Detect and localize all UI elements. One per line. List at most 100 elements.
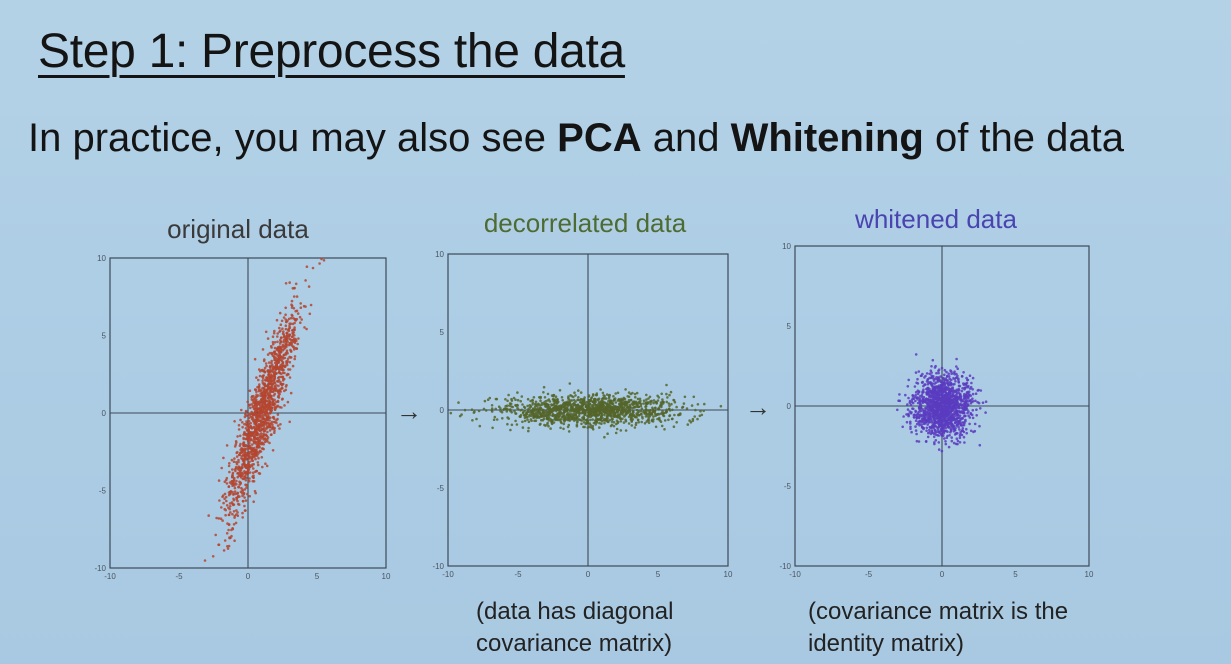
data-point	[931, 407, 934, 410]
data-point	[255, 390, 258, 393]
data-point	[219, 517, 223, 520]
data-point	[620, 405, 624, 409]
data-point	[228, 481, 232, 484]
data-point	[284, 318, 287, 321]
data-point	[937, 441, 941, 444]
data-point	[945, 379, 949, 382]
data-point	[270, 422, 273, 425]
data-point	[252, 413, 256, 417]
data-point	[244, 427, 248, 430]
data-point	[279, 387, 282, 391]
data-point	[612, 404, 616, 408]
data-point	[273, 408, 277, 411]
data-point	[938, 414, 942, 418]
data-point	[263, 384, 267, 387]
data-point	[293, 326, 296, 329]
data-point	[540, 418, 543, 422]
data-point	[262, 400, 265, 403]
data-point	[574, 418, 578, 421]
data-point	[955, 414, 959, 417]
data-point	[230, 458, 234, 462]
data-point	[540, 415, 544, 418]
data-point	[908, 399, 912, 403]
data-point	[549, 427, 552, 430]
data-point	[933, 382, 936, 385]
data-point	[266, 440, 269, 443]
data-point	[492, 418, 496, 422]
data-point	[938, 417, 942, 420]
data-point	[286, 359, 289, 363]
data-point	[665, 383, 668, 387]
data-point	[252, 474, 255, 477]
data-point	[253, 451, 257, 454]
data-point	[626, 406, 630, 410]
data-point	[915, 381, 918, 385]
data-point	[665, 410, 668, 413]
data-point	[622, 396, 626, 400]
data-point	[291, 364, 295, 368]
data-point	[921, 380, 924, 384]
data-point	[254, 422, 257, 425]
data-point	[623, 408, 626, 412]
data-point	[575, 423, 579, 427]
data-point	[286, 400, 290, 404]
data-point	[248, 389, 252, 392]
data-point	[543, 423, 546, 427]
data-point	[583, 396, 586, 399]
data-point	[276, 379, 279, 383]
data-point	[946, 421, 949, 424]
data-point	[539, 396, 542, 400]
data-point	[532, 396, 536, 399]
data-point	[228, 536, 231, 540]
data-point	[217, 479, 221, 482]
data-point	[567, 403, 570, 406]
data-point	[519, 415, 522, 418]
data-point	[247, 426, 251, 429]
arrow-right-icon: →	[745, 392, 771, 422]
data-point	[640, 407, 644, 410]
data-point	[247, 422, 251, 426]
data-point	[931, 391, 934, 394]
data-point	[645, 410, 648, 413]
data-point	[971, 392, 975, 396]
data-point	[223, 539, 227, 542]
data-point	[274, 372, 278, 375]
data-point	[908, 410, 912, 413]
data-point	[598, 421, 601, 425]
data-point	[268, 394, 271, 397]
data-point	[971, 376, 975, 380]
data-point	[954, 380, 957, 383]
data-point	[245, 473, 248, 476]
data-point	[600, 422, 603, 425]
data-point	[958, 428, 961, 431]
data-point	[949, 423, 952, 427]
data-point	[269, 406, 272, 409]
data-point	[570, 406, 574, 409]
data-point	[665, 392, 668, 396]
data-point	[521, 420, 524, 424]
data-point	[281, 371, 285, 375]
data-point	[516, 398, 520, 402]
data-point	[673, 400, 677, 404]
data-point	[261, 376, 265, 380]
data-point	[230, 501, 234, 504]
data-point	[923, 383, 926, 386]
scatter-points	[203, 257, 326, 562]
data-point	[965, 402, 969, 405]
data-point	[494, 397, 498, 401]
data-point	[556, 412, 559, 415]
data-point	[529, 412, 533, 415]
data-point	[603, 418, 606, 422]
data-point	[598, 426, 601, 429]
data-point	[610, 405, 613, 408]
data-point	[933, 366, 937, 369]
data-point	[273, 431, 276, 435]
data-point	[962, 435, 966, 439]
data-point	[308, 312, 312, 316]
data-point	[638, 397, 642, 401]
data-point	[234, 469, 237, 473]
data-point	[281, 343, 285, 347]
data-point	[978, 443, 982, 447]
data-point	[556, 418, 560, 422]
data-point	[544, 410, 547, 413]
